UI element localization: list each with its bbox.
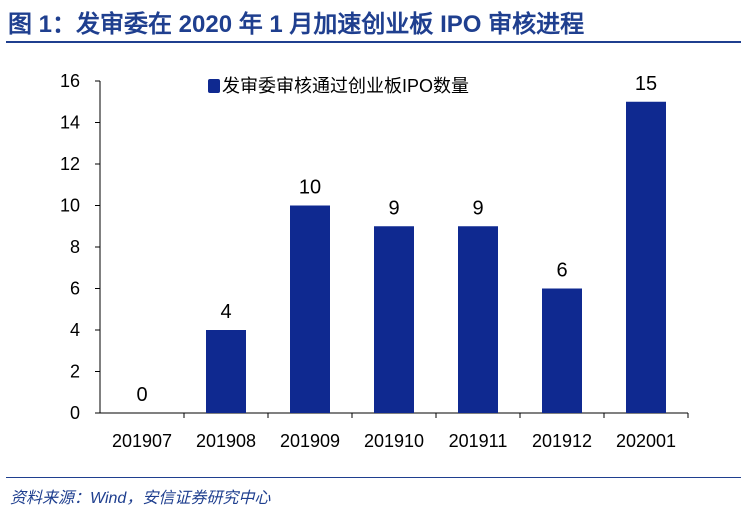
bar-201908 [206,330,246,413]
x-tick-label: 201912 [532,431,592,451]
data-label: 9 [388,197,399,219]
data-label: 9 [472,197,483,219]
y-tick-label: 12 [60,154,80,174]
legend-swatch [208,79,220,93]
y-tick-label: 2 [70,362,80,382]
data-label: 6 [556,260,567,282]
title-divider [6,41,741,43]
figure-title: 图 1：发审委在 2020 年 1 月加速创业板 IPO 审核进程 [8,11,585,38]
bar-chart: 0 2 4 6 8 10 12 14 16 0 201907 4 201908 10 201909 9 2019… [60,71,689,451]
y-tick-label: 8 [70,237,80,257]
x-tick-label: 201909 [280,431,340,451]
source-note: 资料来源：Wind，安信证券研究中心 [10,490,271,507]
y-tick-label: 10 [60,196,80,216]
source-divider [6,477,741,478]
bar-202001 [626,101,666,413]
bar-201909 [290,205,330,413]
x-tick-label: 201908 [196,431,256,451]
data-label: 10 [299,177,321,199]
data-label: 0 [136,384,147,406]
y-tick-label: 4 [70,320,80,340]
data-label: 4 [220,301,231,323]
legend-label: 发审委审核通过创业板IPO数量 [222,76,469,96]
bar-201910 [374,226,414,413]
x-tick-label: 201910 [364,431,424,451]
data-label: 15 [635,73,657,95]
y-tick-label: 0 [70,403,80,423]
x-tick-label: 202001 [616,431,676,451]
bar-201912 [542,288,582,413]
y-tick-label: 6 [70,279,80,299]
x-tick-label: 201911 [449,431,508,451]
y-tick-label: 16 [60,71,80,91]
y-tick-label: 14 [60,113,80,133]
x-tick-label: 201907 [112,431,172,451]
bar-201911 [458,226,498,413]
